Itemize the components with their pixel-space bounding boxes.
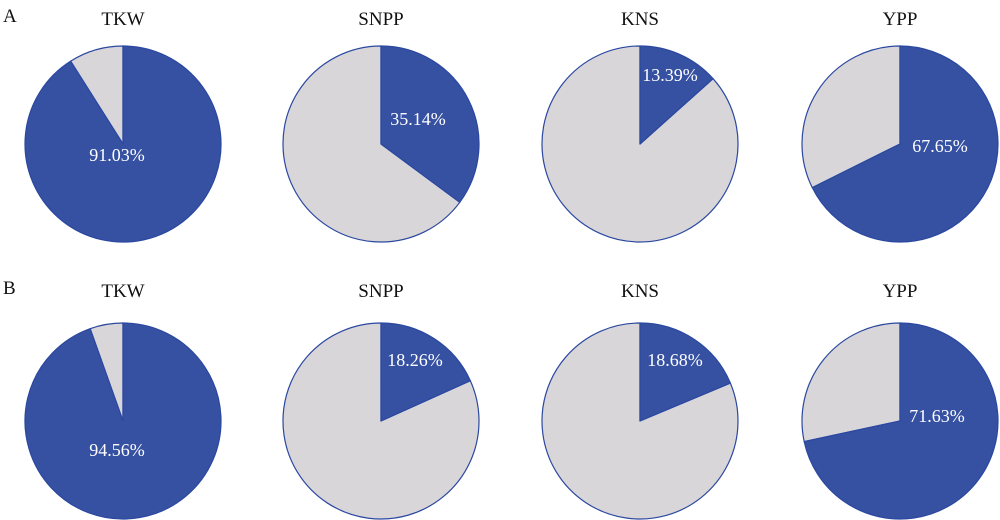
pie-a-snpp: SNPP 35.14% (282, 9, 480, 243)
pie-a-tkw: TKW 91.03% (24, 9, 222, 243)
pie-title-b-snpp: SNPP (358, 281, 403, 302)
pie-label-a-snpp: 35.14% (390, 109, 446, 129)
pie-grid: TKW 91.03% SNPP 35.14% KNS 13.39% YPP 67.65% TKW… (24, 9, 999, 520)
pie-b-ypp: YPP 71.63% (801, 281, 999, 520)
pie-b-tkw: TKW 94.56% (24, 281, 222, 520)
pie-slice-value-a-tkw (24, 45, 222, 243)
pie-slice-value-a-snpp (380, 45, 480, 203)
pie-a-ypp: YPP 67.65% (801, 9, 999, 243)
panel-letter-b: B (3, 278, 16, 299)
pie-slice-remainder-b-ypp (801, 322, 901, 443)
panel-letter-a: A (3, 6, 17, 27)
pie-slice-value-a-kns (639, 45, 714, 145)
pie-title-a-ypp: YPP (883, 9, 918, 30)
pie-slice-value-b-kns (639, 322, 731, 422)
pie-a-kns: KNS 13.39% (541, 9, 739, 243)
pie-title-b-tkw: TKW (101, 281, 144, 302)
pie-slice-remainder-a-snpp (282, 45, 461, 243)
pie-label-b-snpp: 18.26% (387, 350, 443, 370)
pie-slice-remainder-a-ypp (801, 45, 901, 189)
pie-title-a-snpp: SNPP (358, 9, 403, 30)
pie-title-a-kns: KNS (621, 9, 659, 30)
pie-b-kns: KNS 18.68% (541, 281, 739, 520)
pie-label-b-tkw: 94.56% (89, 440, 145, 460)
pie-slice-value-b-tkw (24, 322, 222, 520)
pie-label-a-tkw: 91.03% (89, 145, 145, 165)
pie-label-a-kns: 13.39% (642, 65, 698, 85)
pie-slice-value-b-snpp (380, 322, 471, 422)
pie-slice-value-a-ypp (811, 45, 999, 243)
pie-title-a-tkw: TKW (101, 9, 144, 30)
pie-label-a-ypp: 67.65% (912, 136, 968, 156)
pie-label-b-ypp: 71.63% (909, 406, 965, 426)
pie-title-b-ypp: YPP (883, 281, 918, 302)
pie-title-b-kns: KNS (621, 281, 659, 302)
pie-slice-value-b-ypp (803, 322, 999, 520)
pie-b-snpp: SNPP 18.26% (282, 281, 480, 520)
pie-label-b-kns: 18.68% (647, 350, 703, 370)
